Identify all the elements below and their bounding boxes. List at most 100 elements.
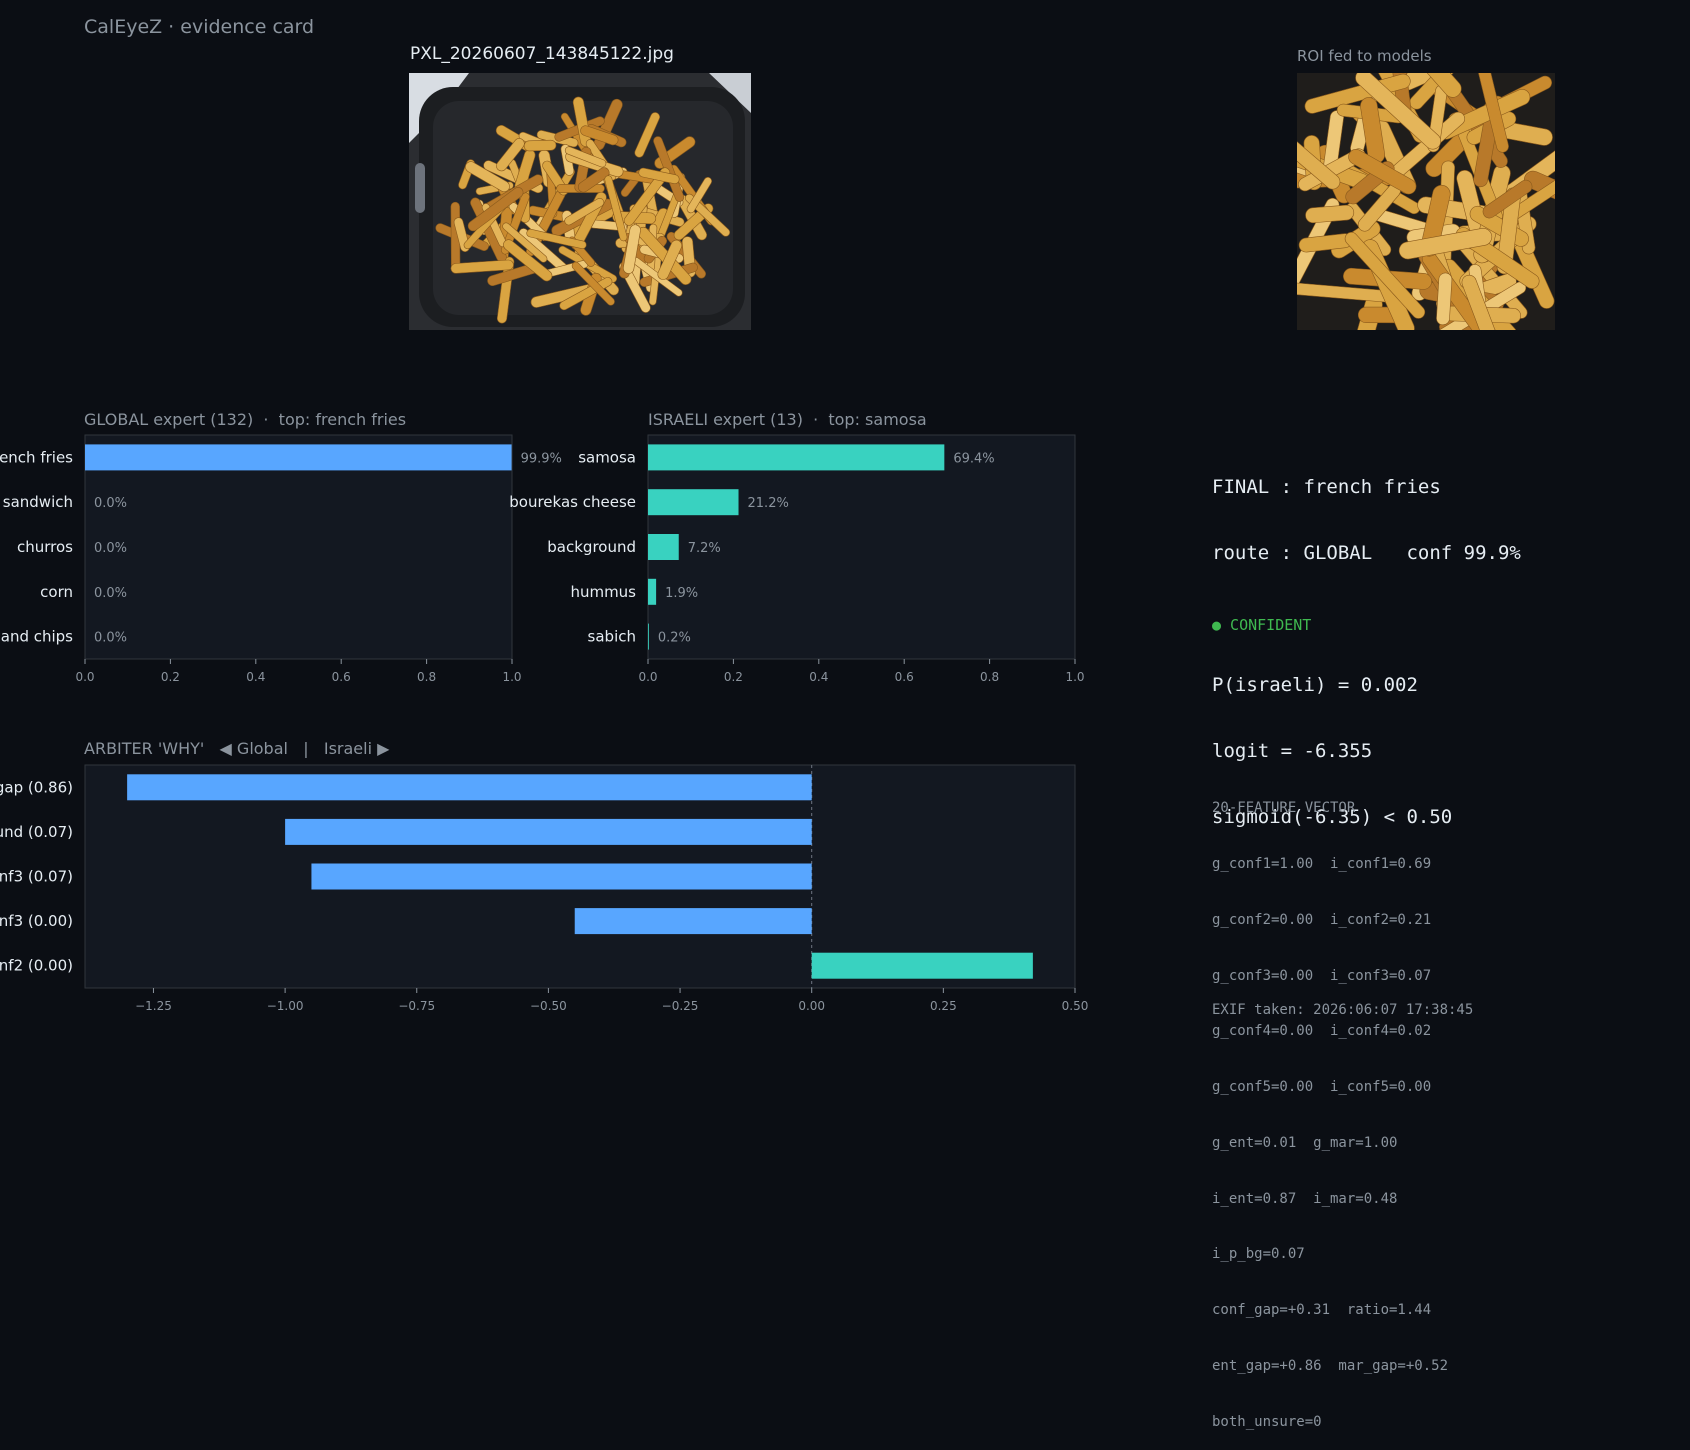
x-tick-label: 1.0 [502, 670, 521, 684]
value-label: 0.0% [94, 631, 127, 646]
confidence-status: ● CONFIDENT [1212, 616, 1312, 634]
fry-shape [1305, 204, 1355, 224]
value-label: 69.4% [953, 451, 994, 466]
feature-vector-block: 20-FEATURE VECTOR g_conf1=1.00 i_conf1=0… [1212, 762, 1448, 1450]
x-tick-label: −0.75 [398, 999, 435, 1013]
p-israeli-line: P(israeli) = 0.002 [1212, 674, 1418, 696]
sigmoid-line: sigmoid(-6.35) < 0.50 [1212, 806, 1453, 828]
fry-shape [502, 222, 548, 263]
category-label: and chips [1, 628, 73, 646]
x-tick-label: −0.50 [530, 999, 567, 1013]
arbiter-chart: gap (0.86) und (0.07) nf3 (0.07) nf3 (0.00)… [0, 765, 1088, 1013]
x-tick-label: −0.25 [662, 999, 699, 1013]
fry-shape [1482, 179, 1533, 219]
fry-shape [577, 167, 610, 193]
bar [285, 818, 812, 845]
global-chart-panel [84, 434, 513, 660]
fry-shape [623, 167, 671, 226]
x-tick-label: 0.8 [417, 670, 436, 684]
roi-fries-cluster [1297, 73, 1555, 330]
category-label: gap (0.86) [0, 778, 73, 796]
bar [85, 444, 512, 471]
category-label: nf3 (0.00) [0, 912, 73, 930]
category-label: und (0.07) [0, 823, 73, 841]
x-tick-label: −1.00 [267, 999, 304, 1013]
fry-shape [686, 177, 712, 214]
israeli-chart-panel [647, 434, 1076, 660]
category-label: churros [17, 538, 73, 556]
fry-shape [500, 192, 530, 255]
x-tick-label: 0.00 [798, 999, 825, 1013]
category-label: corn [40, 583, 73, 601]
bar [127, 774, 812, 801]
fry-shape [604, 175, 628, 242]
card-title: CalEyeZ · evidence card [84, 16, 315, 38]
x-tick-label: −1.25 [135, 999, 172, 1013]
logit-line: logit = -6.355 [1212, 740, 1373, 762]
x-tick-label: 0.0 [75, 670, 94, 684]
x-tick-label: 0.6 [332, 670, 351, 684]
feature-line: g_conf5=0.00 i_conf5=0.00 [1212, 1079, 1432, 1096]
bar [648, 623, 649, 650]
fries-cluster [435, 96, 731, 324]
bar [311, 863, 812, 890]
x-tick-label: 0.4 [809, 670, 828, 684]
bar [648, 534, 679, 560]
fry-shape [450, 259, 514, 274]
roi-label: ROI fed to models [1297, 47, 1432, 65]
category-label: background [547, 538, 636, 556]
x-tick-label: 1.0 [1065, 670, 1084, 684]
fry-shape [1348, 149, 1417, 195]
x-tick-label: 0.8 [980, 670, 999, 684]
feature-line: g_conf4=0.00 i_conf4=0.02 [1212, 1023, 1432, 1040]
fry-shape [1398, 228, 1493, 260]
x-tick-label: 0.2 [161, 670, 180, 684]
fry-shape [1355, 73, 1442, 150]
x-tick-label: 0.4 [246, 670, 265, 684]
arbiter-chart-title: ARBITER 'WHY' ◀ Global | Israeli ▶ [84, 739, 390, 758]
food-photo [409, 73, 751, 330]
global-chart-title: GLOBAL expert (132) · top: french fries [84, 410, 406, 429]
feature-line: g_conf2=0.00 i_conf2=0.21 [1212, 911, 1432, 928]
category-label: nf3 (0.07) [0, 868, 73, 886]
category-label: samosa [578, 448, 636, 466]
feature-line: g_conf3=0.00 i_conf3=0.07 [1212, 967, 1432, 984]
fry-shape [580, 125, 619, 146]
x-tick-label: 0.2 [724, 670, 743, 684]
fry-shape [1461, 274, 1507, 330]
food-photo-image [409, 73, 751, 330]
exif-timestamp: EXIF taken: 2026:06:07 17:38:45 [1212, 1002, 1474, 1018]
route-line: route : GLOBAL conf 99.9% [1212, 542, 1521, 564]
value-label: 21.2% [748, 496, 789, 511]
fry-shape [503, 239, 553, 282]
feature-line: g_conf1=1.00 i_conf1=0.69 [1212, 855, 1432, 872]
roi-photo-image [1297, 73, 1555, 330]
feature-line: ent_gap=+0.86 mar_gap=+0.52 [1212, 1358, 1449, 1374]
category-label: hummus [570, 583, 636, 601]
fry-shape [571, 261, 615, 306]
category-label: nf2 (0.00) [0, 957, 73, 975]
fry-shape [634, 112, 660, 158]
fry-shape [1436, 272, 1453, 326]
category-label: french fries [0, 448, 73, 466]
x-tick-label: 0.50 [1062, 999, 1089, 1013]
value-label: 0.0% [94, 496, 127, 511]
fry-shape [638, 167, 680, 184]
category-label: bourekas cheese [509, 493, 636, 511]
feature-vector-title: 20-FEATURE VECTOR [1212, 800, 1356, 817]
bar [811, 952, 1033, 979]
value-label: 0.2% [658, 631, 691, 646]
bar [648, 578, 657, 605]
fry-shape [526, 228, 587, 249]
value-label: 7.2% [688, 541, 721, 556]
x-tick-label: 0.25 [930, 999, 957, 1013]
fry-shape [1523, 170, 1555, 210]
roi-photo [1297, 73, 1555, 330]
fry-shape [564, 146, 607, 168]
category-label: sandwich [3, 493, 73, 511]
fry-shape [1304, 73, 1411, 114]
feature-line: i_p_bg=0.07 [1212, 1246, 1305, 1263]
charts-canvas: GLOBAL expert (132) · top: french fries … [0, 410, 1088, 1013]
fry-shape [496, 138, 525, 172]
category-label: sabich [588, 628, 636, 646]
